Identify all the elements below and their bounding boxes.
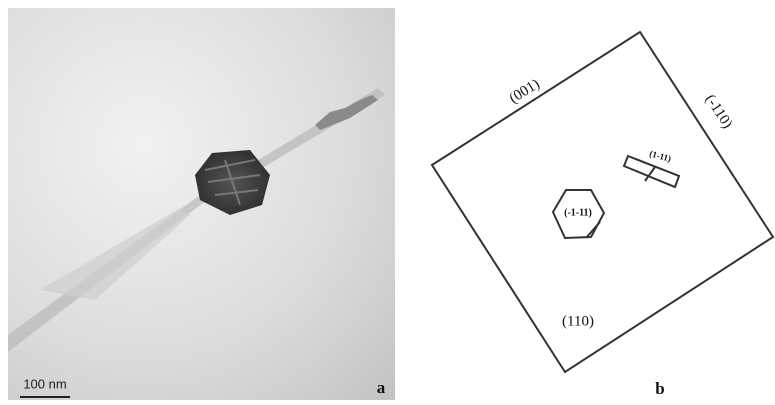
panel-label: b: [655, 379, 664, 398]
hexagon-line: [586, 222, 600, 238]
face-label: (001): [507, 76, 543, 107]
hexagon-label: (-1-11): [564, 207, 592, 218]
schematic: [432, 32, 773, 372]
micrograph: 100 nm a: [8, 8, 395, 400]
figure: 100 nm a (001) (-110) (110) (-1-11) (1-1…: [0, 0, 775, 405]
plate-label: (1-11): [648, 148, 672, 163]
face-label: (-110): [702, 92, 736, 132]
face-label: (110): [562, 313, 594, 329]
page: 100 nm a (001) (-110) (110) (-1-11) (1-1…: [0, 0, 775, 405]
crystal-outline: [432, 32, 773, 372]
panel-label: a: [377, 378, 386, 397]
scale-bar-label: 100 nm: [23, 376, 66, 391]
